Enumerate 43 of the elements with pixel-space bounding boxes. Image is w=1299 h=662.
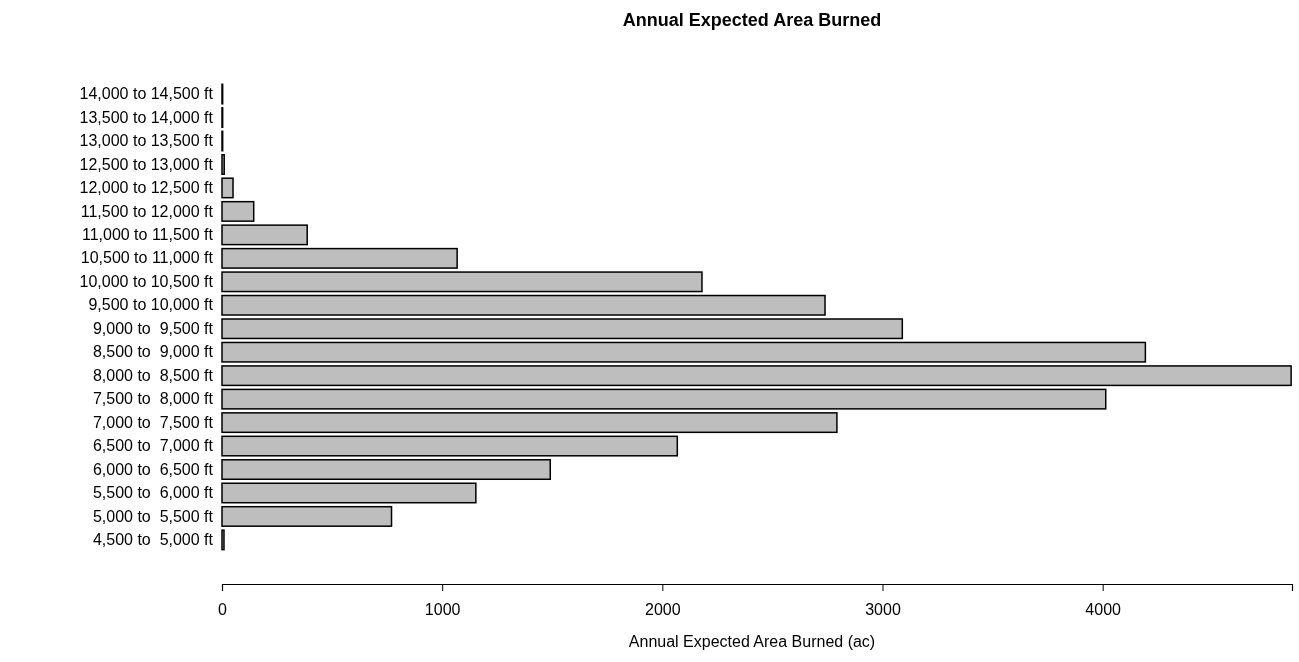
- y-tick-label: 14,000 to 14,500 ft: [79, 85, 214, 103]
- x-tick-label: 3000: [865, 600, 901, 618]
- bar: [221, 294, 826, 316]
- bar: [221, 247, 458, 269]
- y-tick-label: 11,000 to 11,500 ft: [81, 225, 214, 243]
- y-tick-label: 13,000 to 13,500 ft: [79, 132, 214, 150]
- y-tick-label: 9,500 to 10,000 ft: [88, 296, 214, 314]
- bar: [221, 388, 1107, 410]
- y-tick-label: 6,000 to 6,500 ft: [92, 460, 214, 478]
- y-tick-label: 10,500 to 11,000 ft: [80, 249, 214, 267]
- y-tick-label: 6,500 to 7,000 ft: [92, 437, 214, 455]
- y-tick-label: 7,500 to 8,000 ft: [92, 390, 214, 408]
- bar: [221, 200, 255, 222]
- y-tick-label: 8,000 to 8,500 ft: [92, 366, 214, 384]
- y-tick-label: 4,500 to 5,000 ft: [92, 531, 214, 549]
- y-tick-label: 5,000 to 5,500 ft: [92, 507, 214, 525]
- bar: [221, 365, 1292, 387]
- bar: [221, 177, 234, 199]
- chart-title: Annual Expected Area Burned: [622, 10, 882, 30]
- bar: [221, 271, 703, 293]
- bar: [221, 224, 308, 246]
- bar: [221, 412, 838, 434]
- bar: [221, 435, 679, 457]
- y-tick-label: 11,500 to 12,000 ft: [80, 202, 214, 220]
- x-axis-title: Annual Expected Area Burned (ac): [628, 633, 876, 650]
- x-tick-label: 4000: [1085, 600, 1122, 618]
- y-tick-label: 10,000 to 10,500 ft: [79, 272, 214, 290]
- y-tick-label: 13,500 to 14,000 ft: [79, 108, 214, 126]
- y-tick-label: 9,000 to 9,500 ft: [92, 319, 214, 337]
- bar: [221, 341, 1147, 363]
- y-tick-label: 8,500 to 9,000 ft: [92, 343, 214, 361]
- y-tick-label: 12,000 to 12,500 ft: [79, 179, 214, 197]
- y-tick-label: 7,000 to 7,500 ft: [92, 413, 214, 431]
- bar: [221, 482, 477, 504]
- y-tick-label: 12,500 to 13,000 ft: [79, 155, 214, 173]
- x-tick-label: 2000: [645, 600, 681, 618]
- x-tick-label: 1000: [424, 600, 461, 618]
- bar: [221, 318, 904, 340]
- bar: [221, 505, 393, 527]
- x-tick-label: 0: [218, 600, 228, 618]
- y-tick-label: 5,500 to 6,000 ft: [92, 484, 214, 502]
- bar: [221, 459, 552, 481]
- bar: [221, 153, 225, 175]
